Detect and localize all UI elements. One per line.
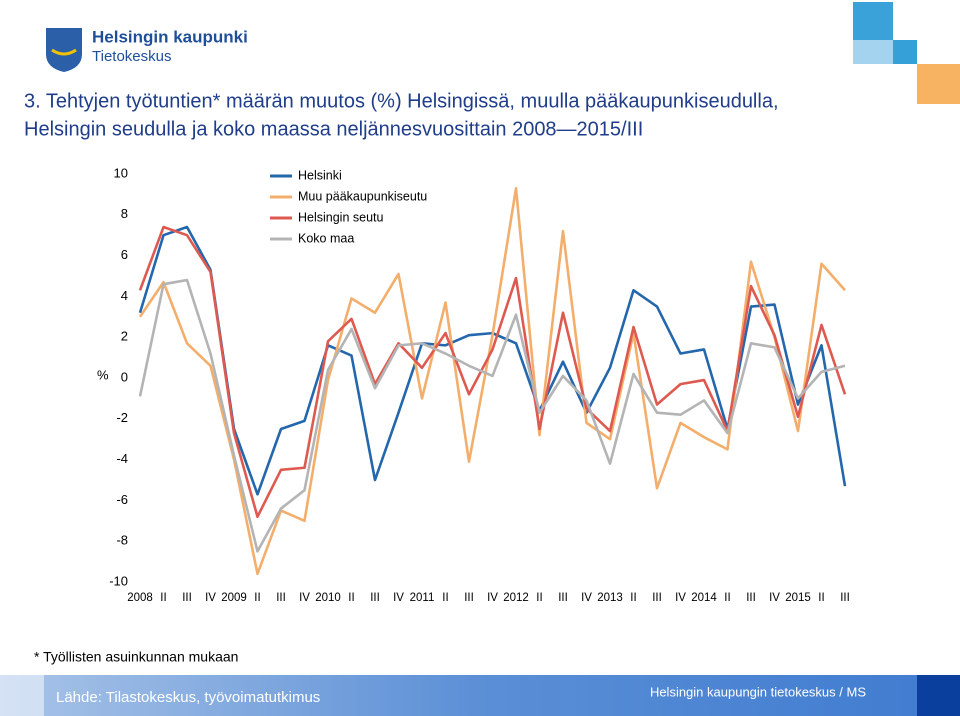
credit: Helsingin kaupungin tietokeskus / MS <box>650 684 866 699</box>
x-tick-label: 2013 <box>597 592 623 604</box>
x-tick-label: II <box>818 592 824 604</box>
legend-label: Muu pääkaupunkiseutu <box>298 189 427 203</box>
legend-label: Helsingin seutu <box>298 210 384 224</box>
x-tick-label: 2008 <box>127 592 153 604</box>
logo <box>46 28 82 72</box>
x-tick-label: 2009 <box>221 592 247 604</box>
x-tick-label: III <box>652 592 662 604</box>
y-tick-label: 8 <box>121 206 128 221</box>
y-tick-label: -8 <box>116 533 128 548</box>
x-tick-label: II <box>160 592 166 604</box>
x-tick-label: II <box>536 592 542 604</box>
y-tick-label: -4 <box>116 451 128 466</box>
x-tick-label: IV <box>299 592 310 604</box>
y-tick-label: -6 <box>116 492 128 507</box>
x-tick-label: 2014 <box>691 592 717 604</box>
x-tick-label: II <box>630 592 636 604</box>
series-line <box>138 278 846 553</box>
title-line: 3. Tehtyjen työtuntien* määrän muutos (%… <box>24 90 779 112</box>
x-tick-label: II <box>348 592 354 604</box>
footer-bar <box>0 675 960 716</box>
x-tick-label: III <box>370 592 380 604</box>
x-tick-label: III <box>840 592 850 604</box>
x-tick-label: IV <box>675 592 686 604</box>
x-tick-label: II <box>724 592 730 604</box>
x-tick-label: II <box>442 592 448 604</box>
x-tick-label: IV <box>581 592 592 604</box>
y-tick-label: 4 <box>121 288 128 303</box>
x-tick-label: 2010 <box>315 592 341 604</box>
x-tick-label: 2015 <box>785 592 811 604</box>
series-line <box>138 186 846 576</box>
y-tick-label: 6 <box>121 247 128 262</box>
footer-block <box>917 675 960 716</box>
y-tick-label: -2 <box>116 410 128 425</box>
title-line: Helsingin seudulla ja koko maassa neljän… <box>24 118 643 140</box>
unit: Tietokeskus <box>92 48 171 65</box>
x-tick-label: IV <box>393 592 404 604</box>
source: Lähde: Tilastokeskus, työvoimatutkimus <box>56 689 320 706</box>
decor <box>853 2 960 104</box>
x-tick-label: III <box>558 592 568 604</box>
legend-label: Helsinki <box>298 168 342 182</box>
x-tick-label: IV <box>205 592 216 604</box>
y-axis-label: % <box>97 367 109 382</box>
y-tick-label: 0 <box>121 369 128 384</box>
legend-label: Koko maa <box>298 231 354 245</box>
x-tick-label: III <box>182 592 192 604</box>
x-tick-label: III <box>746 592 756 604</box>
x-tick-label: II <box>254 592 260 604</box>
x-tick-label: III <box>464 592 474 604</box>
y-tick-label: -10 <box>109 573 128 588</box>
x-tick-label: IV <box>769 592 780 604</box>
y-tick-label: 10 <box>114 165 128 180</box>
footnote: * Työllisten asuinkunnan mukaan <box>34 649 238 665</box>
x-tick-label: 2012 <box>503 592 529 604</box>
footer-block <box>0 675 44 716</box>
x-tick-label: IV <box>487 592 498 604</box>
x-tick-label: 2011 <box>410 592 435 604</box>
y-tick-label: 2 <box>121 329 128 344</box>
org: Helsingin kaupunki <box>92 27 248 46</box>
x-tick-label: III <box>276 592 286 604</box>
